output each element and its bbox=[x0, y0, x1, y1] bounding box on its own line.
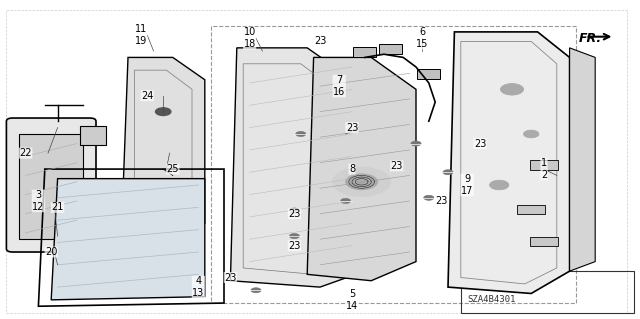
Polygon shape bbox=[230, 48, 371, 287]
Circle shape bbox=[333, 167, 390, 196]
Text: FR.: FR. bbox=[579, 32, 602, 45]
Text: 23: 23 bbox=[346, 122, 358, 133]
Text: 1
2: 1 2 bbox=[541, 158, 547, 180]
FancyBboxPatch shape bbox=[80, 126, 106, 145]
Text: 9
17: 9 17 bbox=[461, 174, 474, 196]
Circle shape bbox=[424, 195, 434, 200]
Text: 11
19: 11 19 bbox=[134, 24, 147, 46]
Text: 23: 23 bbox=[390, 161, 403, 171]
Circle shape bbox=[251, 288, 261, 293]
Polygon shape bbox=[19, 134, 83, 239]
Circle shape bbox=[340, 198, 351, 204]
Text: 25: 25 bbox=[166, 164, 179, 174]
Text: 5
14: 5 14 bbox=[346, 289, 358, 311]
Text: 20: 20 bbox=[45, 247, 58, 257]
FancyBboxPatch shape bbox=[530, 237, 558, 246]
Circle shape bbox=[490, 180, 509, 190]
FancyBboxPatch shape bbox=[353, 47, 376, 57]
Text: 6
15: 6 15 bbox=[416, 27, 429, 49]
FancyBboxPatch shape bbox=[417, 69, 440, 79]
Polygon shape bbox=[570, 48, 595, 271]
Text: 23: 23 bbox=[474, 138, 486, 149]
Circle shape bbox=[346, 174, 378, 190]
Polygon shape bbox=[122, 57, 205, 236]
Circle shape bbox=[156, 108, 171, 115]
Polygon shape bbox=[307, 57, 416, 281]
Circle shape bbox=[524, 130, 539, 138]
Polygon shape bbox=[51, 179, 205, 300]
Text: 23: 23 bbox=[288, 209, 301, 219]
Circle shape bbox=[289, 234, 300, 239]
Text: 23: 23 bbox=[435, 196, 448, 206]
Circle shape bbox=[289, 208, 300, 213]
Text: 4
13: 4 13 bbox=[192, 276, 205, 298]
Text: 23: 23 bbox=[288, 241, 301, 251]
Text: 24: 24 bbox=[141, 91, 154, 101]
FancyBboxPatch shape bbox=[530, 160, 558, 170]
FancyBboxPatch shape bbox=[6, 118, 96, 252]
Text: 10
18: 10 18 bbox=[243, 27, 256, 49]
Circle shape bbox=[500, 84, 524, 95]
Text: 23: 23 bbox=[314, 36, 326, 47]
Polygon shape bbox=[448, 32, 570, 293]
Circle shape bbox=[411, 141, 421, 146]
FancyBboxPatch shape bbox=[517, 205, 545, 214]
Text: 21: 21 bbox=[51, 202, 64, 212]
Text: 23: 23 bbox=[224, 272, 237, 283]
Text: 22: 22 bbox=[19, 148, 32, 158]
Text: SZA4B4301: SZA4B4301 bbox=[467, 295, 516, 304]
FancyBboxPatch shape bbox=[379, 44, 402, 54]
Text: 8: 8 bbox=[349, 164, 355, 174]
Text: 3
12: 3 12 bbox=[32, 190, 45, 212]
Circle shape bbox=[443, 170, 453, 175]
Text: 7
16: 7 16 bbox=[333, 75, 346, 97]
Circle shape bbox=[296, 131, 306, 137]
